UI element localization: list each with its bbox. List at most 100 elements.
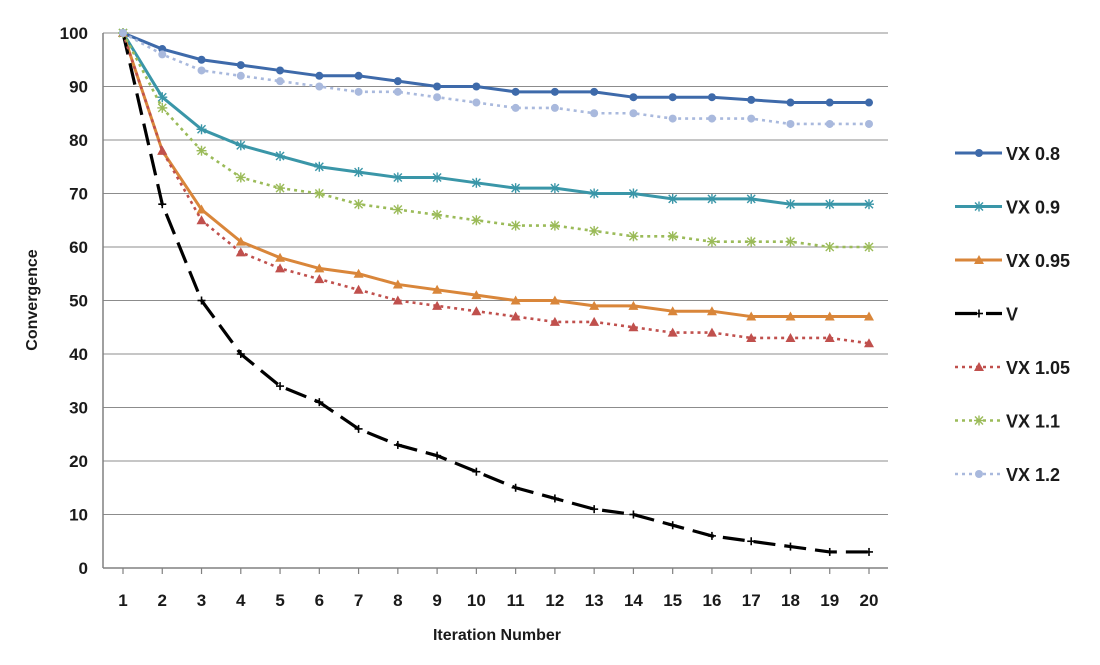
x-tick-label: 15 — [663, 591, 682, 610]
series-vx-0-9 — [118, 28, 874, 210]
data-point — [864, 338, 874, 348]
x-axis-title: Iteration Number — [433, 627, 561, 644]
data-point — [157, 102, 168, 113]
data-point — [314, 263, 325, 273]
x-tick-label: 8 — [393, 591, 402, 610]
data-point — [786, 542, 795, 551]
data-point — [433, 82, 442, 91]
y-tick-label: 60 — [69, 238, 88, 257]
data-point — [510, 295, 521, 305]
data-point — [393, 87, 402, 96]
legend-label: VX 0.95 — [1006, 251, 1070, 271]
data-point — [785, 311, 796, 321]
legend-label: VX 0.9 — [1006, 198, 1060, 218]
data-point — [706, 193, 717, 204]
x-tick-label: 19 — [820, 591, 839, 610]
series-line — [121, 32, 869, 319]
data-point — [629, 109, 638, 118]
data-point — [314, 188, 325, 199]
data-point — [864, 199, 874, 210]
x-tick-label: 10 — [467, 591, 486, 610]
data-point — [590, 109, 599, 118]
data-point — [707, 114, 716, 123]
data-point — [510, 183, 521, 194]
x-tick-label: 3 — [197, 591, 206, 610]
axes — [102, 33, 888, 574]
data-point — [236, 71, 245, 80]
x-tick-label: 18 — [781, 591, 800, 610]
legend-item: VX 1.2 — [955, 465, 1060, 485]
data-point — [668, 93, 677, 102]
data-point — [432, 284, 443, 294]
legend-label: VX 0.8 — [1006, 144, 1060, 164]
data-point — [746, 311, 757, 321]
data-point — [590, 87, 599, 96]
data-point — [746, 332, 757, 342]
data-point — [667, 327, 678, 337]
data-point — [315, 398, 324, 407]
gridlines — [103, 32, 888, 515]
data-point — [392, 279, 403, 289]
data-point — [549, 183, 560, 194]
data-point — [314, 274, 325, 284]
data-point — [786, 98, 795, 107]
series-line — [121, 32, 870, 345]
data-point — [275, 151, 286, 162]
x-tick-label: 17 — [742, 591, 761, 610]
series-line — [122, 31, 869, 126]
data-point — [628, 322, 639, 332]
data-point — [628, 231, 639, 242]
data-point — [472, 467, 481, 476]
data-point — [471, 215, 482, 226]
data-point — [393, 77, 402, 86]
legend-item: VX 0.8 — [955, 144, 1060, 164]
data-point — [471, 306, 482, 316]
data-point — [824, 332, 835, 342]
data-point — [628, 188, 639, 199]
x-tick-label: 9 — [432, 591, 441, 610]
data-point — [549, 295, 560, 305]
x-tick-label: 2 — [158, 591, 167, 610]
legend-label: VX 1.1 — [1006, 412, 1060, 432]
data-point — [668, 114, 677, 123]
data-point — [393, 440, 402, 449]
legend-label: V — [1006, 305, 1018, 325]
data-point — [235, 172, 246, 183]
data-point — [785, 236, 796, 247]
data-point — [824, 242, 835, 252]
data-point — [196, 215, 207, 225]
x-tick-label: 20 — [860, 591, 879, 610]
data-point — [353, 167, 364, 178]
legend-item: VX 0.95 — [955, 251, 1070, 271]
data-point — [472, 98, 481, 107]
legend-item: VX 0.9 — [955, 198, 1060, 218]
data-point — [433, 451, 442, 460]
data-point — [197, 296, 206, 305]
data-point — [549, 316, 560, 326]
data-point — [825, 119, 834, 128]
data-point — [550, 103, 559, 112]
y-tick-label: 10 — [69, 506, 88, 525]
y-tick-label: 70 — [69, 185, 88, 204]
series-v — [119, 29, 873, 556]
data-point — [825, 547, 834, 556]
data-point — [276, 77, 285, 86]
data-point — [589, 188, 600, 199]
data-point — [235, 247, 246, 257]
series-line — [121, 32, 869, 554]
data-point — [354, 71, 363, 80]
x-tick-label: 12 — [545, 591, 564, 610]
data-point — [589, 225, 600, 236]
data-point — [975, 149, 983, 157]
x-tick-label: 13 — [585, 591, 604, 610]
series-line — [121, 32, 869, 249]
x-tick-label: 14 — [624, 591, 643, 610]
y-tick-label: 50 — [69, 292, 88, 311]
legend-label: VX 1.05 — [1006, 358, 1070, 378]
legend-item: V — [955, 305, 1018, 325]
data-point — [785, 199, 796, 210]
x-tick-label: 7 — [354, 591, 363, 610]
legend-item: VX 1.1 — [955, 412, 1060, 432]
